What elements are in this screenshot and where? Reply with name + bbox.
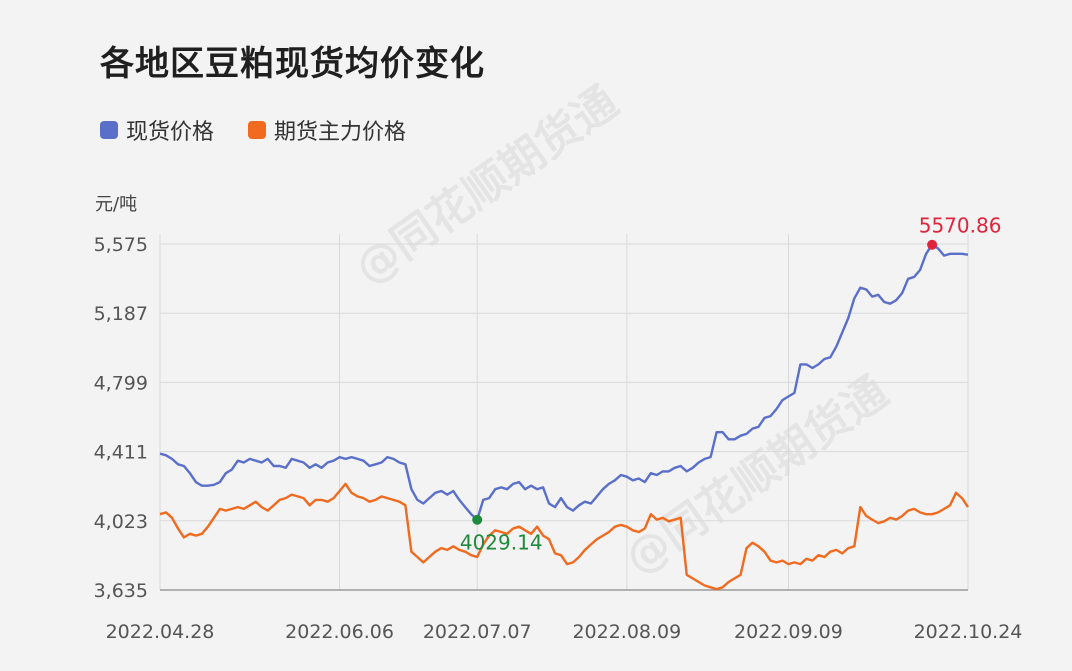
x-tick-label: 2022.06.06: [285, 621, 394, 643]
y-tick-label: 4,411: [94, 442, 148, 464]
legend-item-futures[interactable]: 期货主力价格: [248, 114, 406, 146]
series-line-spot: [159, 243, 969, 521]
legend-item-spot[interactable]: 现货价格: [100, 114, 214, 146]
x-tick-label: 2022.08.09: [572, 621, 681, 643]
min-point-marker: [472, 514, 483, 525]
legend-swatch-spot: [100, 121, 118, 139]
legend-swatch-futures: [248, 121, 267, 139]
x-tick-label: 2022.09.09: [734, 621, 843, 643]
y-tick-label: 3,635: [94, 580, 148, 602]
legend-label-spot: 现货价格: [126, 120, 215, 145]
y-axis-unit: 元/吨: [95, 194, 138, 215]
x-tick-label: 2022.07.07: [423, 621, 532, 643]
x-tick-label: 2022.04.28: [106, 621, 215, 643]
legend: 现货价格 期货主力价格: [100, 114, 406, 146]
max-point-marker: [927, 239, 938, 250]
y-tick-label: 5,575: [94, 234, 148, 256]
series-line-futures: [159, 482, 969, 591]
min-point-label: 4029.14: [460, 531, 543, 555]
chart-title: 各地区豆粕现货均价变化: [100, 44, 485, 84]
max-point-label: 5570.86: [919, 214, 1002, 238]
y-tick-label: 5,187: [94, 303, 148, 325]
legend-label-futures: 期货主力价格: [274, 120, 407, 145]
y-tick-label: 4,023: [94, 511, 148, 533]
y-tick-label: 4,799: [94, 372, 148, 394]
x-tick-label: 2022.10.24: [914, 621, 1023, 643]
